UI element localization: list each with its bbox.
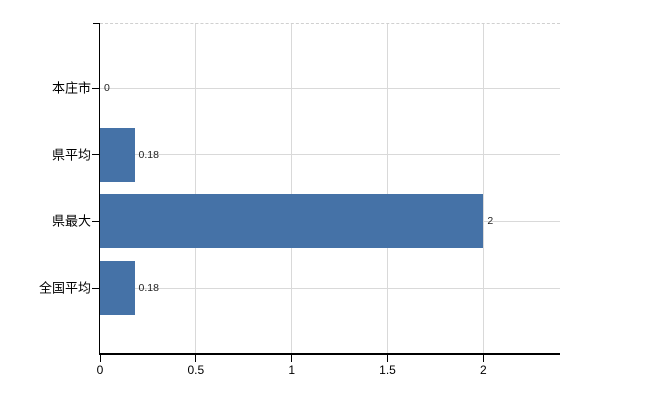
plot-area: 本庄市県平均県最大全国平均 0 0.18 2 0.18 0 0.5 1 1.5 2: [39, 23, 560, 376]
x-axis-line: [98, 353, 560, 355]
gridline-horizontal: [100, 154, 560, 156]
value-label: 0.18: [138, 148, 159, 161]
gridline-horizontal: [100, 87, 560, 89]
y-axis-tick: [93, 23, 100, 24]
x-axis-tick: [387, 354, 388, 362]
y-axis-tick: [92, 220, 100, 222]
y-axis-tick: [92, 287, 100, 289]
gridline-vertical: [195, 23, 197, 353]
x-axis-tick: [291, 354, 293, 362]
category-label: 県平均: [51, 147, 91, 163]
x-tick-label: 1.5: [379, 363, 396, 377]
x-axis-tick: [482, 354, 484, 362]
x-tick-label: 0: [96, 363, 104, 377]
gridline-horizontal: [100, 287, 560, 289]
category-label: 本庄市: [51, 80, 91, 96]
x-tick-label: 2: [479, 363, 487, 377]
plot-top-border: [100, 23, 560, 24]
value-label: 2: [487, 215, 494, 228]
x-tick-label: 1: [288, 363, 295, 377]
bar: [100, 194, 484, 249]
x-axis-tick: [99, 354, 101, 362]
y-axis-tick: [92, 87, 100, 89]
gridline-vertical: [387, 23, 388, 353]
x-tick-label: 0.5: [187, 363, 205, 377]
value-label: 0: [104, 81, 110, 94]
bar: [100, 261, 135, 316]
bar: [100, 127, 135, 182]
gridline-vertical: [482, 23, 484, 353]
y-axis-line: [98, 23, 100, 355]
y-axis-tick: [92, 154, 100, 156]
gridline-vertical: [291, 23, 293, 353]
category-label: 県最大: [51, 213, 91, 229]
category-label: 全国平均: [38, 280, 91, 296]
x-axis-tick: [195, 354, 197, 362]
value-label: 0.18: [138, 281, 159, 294]
